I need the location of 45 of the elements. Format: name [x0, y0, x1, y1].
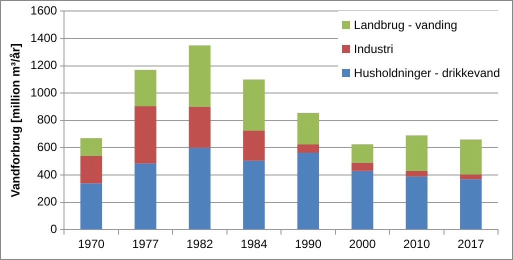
bar	[297, 152, 320, 230]
bar	[243, 160, 265, 230]
x-tick-label: 1990	[294, 237, 322, 252]
bar	[352, 144, 374, 163]
bar	[406, 176, 428, 230]
bar	[460, 179, 482, 230]
y-tick-label: 800	[37, 112, 58, 127]
legend-label: Landbrug - vanding	[354, 18, 458, 32]
x-tick-label: 2010	[403, 237, 430, 252]
bar	[188, 45, 211, 107]
bar	[243, 130, 265, 161]
bar	[80, 138, 102, 156]
bar	[352, 170, 374, 230]
y-tick-label: 1400	[30, 30, 58, 45]
bar	[134, 106, 156, 164]
bar	[80, 183, 102, 230]
y-tick-label: 1600	[30, 4, 58, 18]
x-tick-label: 2017	[458, 237, 485, 252]
y-tick-label: 600	[37, 140, 58, 154]
x-tick-label: 1984	[240, 237, 268, 252]
bar	[80, 156, 102, 184]
legend-label: Industri	[354, 42, 394, 56]
x-tick-label: 1982	[186, 237, 214, 252]
bar	[406, 135, 428, 171]
y-axis-title: Vandforbrug [million m³/år]	[8, 43, 23, 198]
legend-label: Husholdninger - drikkevand	[354, 66, 500, 80]
bar	[460, 140, 482, 174]
bar	[243, 79, 265, 131]
bar	[134, 163, 156, 230]
bar	[188, 148, 211, 230]
bar	[352, 162, 374, 171]
x-tick-label: 1977	[132, 237, 160, 252]
bar	[406, 170, 428, 176]
bar	[188, 106, 211, 148]
bar	[134, 70, 156, 106]
y-tick-label: 400	[37, 167, 58, 182]
y-tick-label: 200	[37, 194, 58, 209]
y-tick-label: 0	[50, 222, 58, 236]
x-tick-label: 1970	[78, 237, 105, 252]
y-tick-label: 1000	[30, 85, 58, 100]
y-tick-label: 1200	[30, 58, 58, 72]
bar	[460, 174, 482, 180]
bar	[297, 144, 320, 152]
bar	[297, 112, 320, 144]
x-tick-label: 2000	[349, 237, 376, 252]
